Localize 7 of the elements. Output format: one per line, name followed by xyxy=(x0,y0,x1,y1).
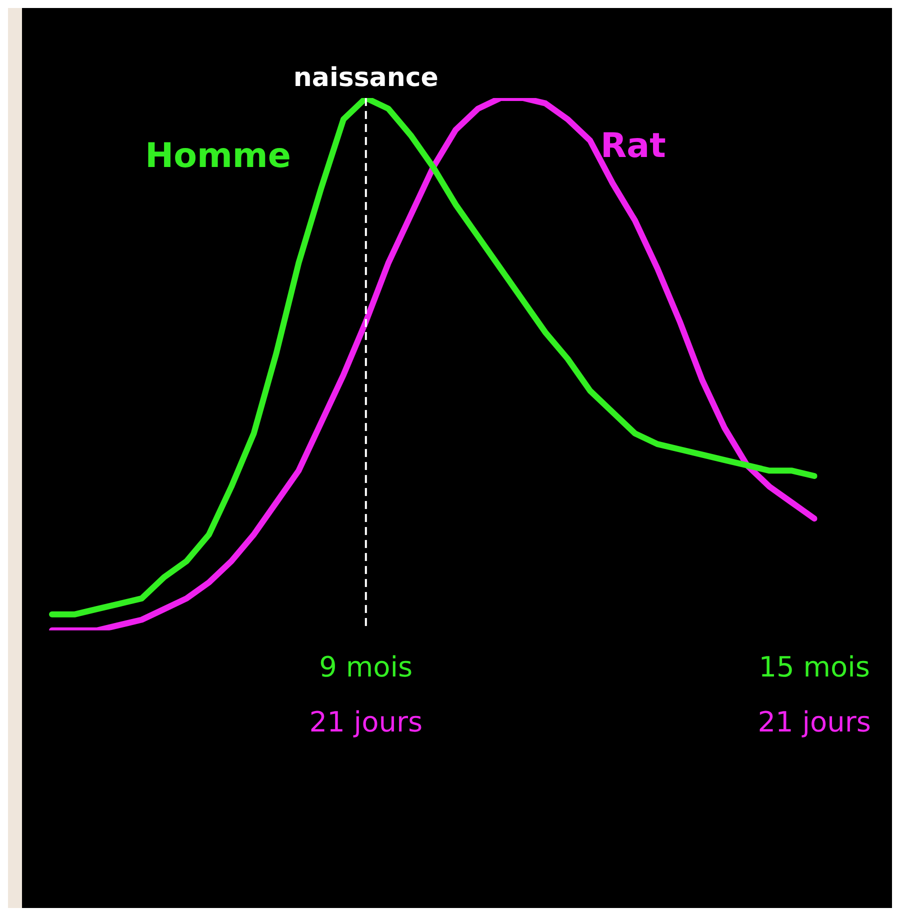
x-tick-label: 9 mois xyxy=(319,650,413,684)
ref-line-label: naissance xyxy=(293,62,438,93)
series-label: Homme xyxy=(145,136,291,176)
series-label: Rat xyxy=(600,126,666,166)
text: 21 jours xyxy=(758,706,871,739)
x-tick-label: 15 mois xyxy=(758,650,870,684)
text: 21 jours xyxy=(309,706,423,739)
